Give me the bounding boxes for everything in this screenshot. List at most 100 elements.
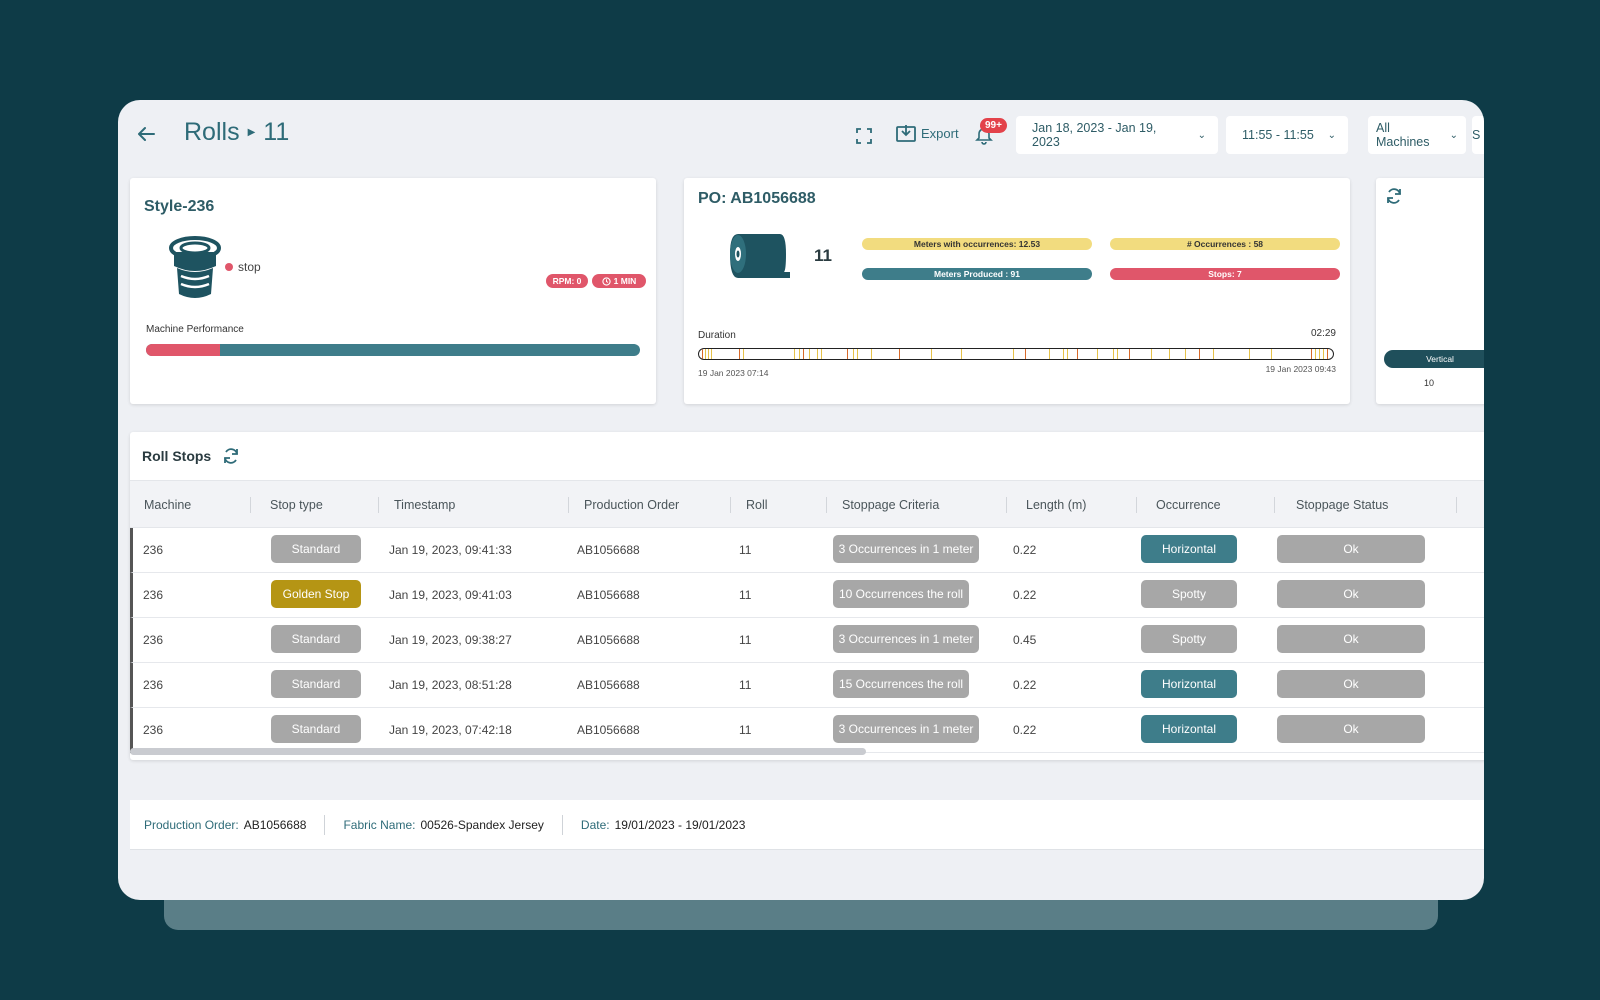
column-header-stop-type[interactable]: Stop type [270, 498, 323, 512]
clock-icon [602, 276, 611, 286]
status-dot [225, 263, 233, 271]
date-range-dropdown[interactable]: Jan 18, 2023 - Jan 19, 2023 ⌄ [1016, 116, 1218, 154]
roll-stops-header: Roll Stops [142, 446, 241, 466]
criteria-chip[interactable]: 15 Occurrences the roll [833, 670, 969, 698]
status-chip[interactable]: Ok [1277, 715, 1425, 743]
timeline-occurrence-mark [1049, 349, 1050, 359]
occurrence-chip[interactable]: Horizontal [1141, 535, 1237, 563]
download-icon [896, 125, 916, 142]
timeline-occurrence-mark [853, 349, 854, 359]
timeline-occurrence-mark [931, 349, 932, 359]
column-divider [250, 497, 251, 513]
refresh-icon[interactable] [221, 446, 241, 466]
occurrence-chip[interactable]: Horizontal [1141, 715, 1237, 743]
duration-badge-label: 1 MIN [613, 276, 637, 286]
footer-fabric-label: Fabric Name: [343, 817, 416, 832]
status-chip[interactable]: Ok [1277, 580, 1425, 608]
column-header-stoppage-criteria[interactable]: Stoppage Criteria [842, 498, 940, 512]
column-divider [1456, 497, 1457, 513]
scrollbar-thumb[interactable] [130, 748, 866, 755]
performance-bar [146, 344, 640, 356]
timeline-occurrence-mark [743, 349, 744, 359]
stop-type-chip[interactable]: Standard [271, 535, 361, 563]
performance-stop-fill [146, 344, 221, 356]
duration-badge: 1 MIN [592, 274, 646, 288]
cell-timestamp: Jan 19, 2023, 08:51:28 [389, 678, 512, 692]
stop-type-chip[interactable]: Standard [271, 715, 361, 743]
status-chip[interactable]: Ok [1277, 625, 1425, 653]
timeline-occurrence-mark [1271, 349, 1272, 359]
table-row[interactable]: 236 Standard Jan 19, 2023, 08:51:28 AB10566… [130, 663, 1484, 708]
column-header-machine[interactable]: Machine [144, 498, 192, 512]
rpm-badge: RPM: 0 [546, 274, 588, 288]
cell-machine: 236 [143, 588, 164, 602]
column-divider [1274, 497, 1275, 513]
footer-fabric: Fabric Name: 00526-Spandex Jersey [325, 814, 563, 835]
cell-length: 0.45 [1013, 633, 1037, 647]
cell-length: 0.22 [1013, 588, 1037, 602]
fullscreen-icon[interactable] [856, 128, 872, 144]
po-roll-count: 11 [814, 246, 832, 265]
timeline-occurrence-mark [1315, 349, 1316, 359]
column-header-roll[interactable]: Roll [746, 498, 768, 512]
stop-type-chip[interactable]: Standard [271, 625, 361, 653]
column-divider [568, 497, 569, 513]
timeline-end: 19 Jan 2023 09:43 [1265, 364, 1336, 374]
timeline-occurrence-mark [871, 349, 872, 359]
timeline-occurrence-mark [803, 349, 804, 359]
cell-length: 0.22 [1013, 723, 1037, 737]
stops-pill: Stops: 7 [1110, 268, 1340, 280]
timeline-occurrence-mark [1067, 349, 1068, 359]
timeline-occurrence-mark [899, 349, 900, 359]
stop-type-chip[interactable]: Standard [271, 670, 361, 698]
app-window: Rolls ▶ 11 Export 99+ Jan 18, 2023 - Jan… [118, 100, 1484, 900]
table-row[interactable]: 236 Standard Jan 19, 2023, 09:41:33 AB10566… [130, 528, 1484, 573]
occurrences-pill: # Occurrences : 58 [1110, 238, 1340, 250]
occurrence-chip[interactable]: Spotty [1141, 580, 1237, 608]
footer-date-value: 19/01/2023 - 19/01/2023 [614, 817, 746, 832]
footer-production-order-value: AB1056688 [243, 817, 307, 832]
criteria-chip[interactable]: 3 Occurrences in 1 meter [833, 625, 979, 653]
style-title: Style-236 [144, 198, 215, 215]
refresh-icon[interactable] [1384, 186, 1404, 206]
timeline-occurrence-mark [1151, 349, 1152, 359]
timeline-occurrence-mark [1323, 349, 1324, 359]
column-header-timestamp[interactable]: Timestamp [394, 498, 456, 512]
timeline-occurrence-mark [739, 349, 740, 359]
time-range-dropdown[interactable]: 11:55 - 11:55 ⌄ [1226, 116, 1348, 154]
occurrence-chip[interactable]: Horizontal [1141, 670, 1237, 698]
column-header-length[interactable]: Length (m) [1026, 498, 1087, 512]
cell-roll: 11 [739, 678, 752, 692]
cell-timestamp: Jan 19, 2023, 09:41:33 [389, 543, 512, 557]
horizontal-scrollbar[interactable] [130, 746, 1484, 756]
timeline-occurrence-mark [1129, 349, 1130, 359]
column-header-occurrence[interactable]: Occurrence [1156, 498, 1221, 512]
occurrence-chip[interactable]: Spotty [1141, 625, 1237, 653]
column-header-production-order[interactable]: Production Order [584, 498, 680, 512]
cell-machine: 236 [143, 543, 164, 557]
notification-badge: 99+ [980, 118, 1007, 133]
timeline-occurrence-mark [809, 349, 810, 359]
extra-filter-dropdown[interactable]: S [1472, 116, 1484, 154]
criteria-chip[interactable]: 3 Occurrences in 1 meter [833, 715, 979, 743]
timeline-occurrence-mark [1077, 349, 1078, 359]
status-chip[interactable]: Ok [1277, 670, 1425, 698]
timeline-start: 19 Jan 2023 07:14 [698, 368, 769, 378]
column-divider [378, 497, 379, 513]
column-header-stoppage-status[interactable]: Stoppage Status [1296, 498, 1389, 512]
cell-production-order: AB1056688 [577, 678, 640, 692]
machines-dropdown[interactable]: All Machines ⌄ [1368, 116, 1466, 154]
table-row[interactable]: 236 Golden Stop Jan 19, 2023, 09:41:03 AB10… [130, 573, 1484, 618]
timeline-occurrence-mark [794, 349, 795, 359]
cell-machine: 236 [143, 678, 164, 692]
table-row[interactable]: 236 Standard Jan 19, 2023, 09:38:27 AB10566… [130, 618, 1484, 663]
cell-timestamp: Jan 19, 2023, 09:38:27 [389, 633, 512, 647]
stop-type-chip[interactable]: Golden Stop [271, 580, 361, 608]
criteria-chip[interactable]: 10 Occurrences the roll [833, 580, 969, 608]
top-bar: Rolls ▶ 11 Export 99+ Jan 18, 2023 - Jan… [118, 100, 1484, 170]
criteria-chip[interactable]: 3 Occurrences in 1 meter [833, 535, 979, 563]
side-card: Vertical 10 [1376, 178, 1484, 404]
back-arrow-icon[interactable] [134, 122, 158, 146]
export-button[interactable]: Export [896, 124, 959, 142]
status-chip[interactable]: Ok [1277, 535, 1425, 563]
